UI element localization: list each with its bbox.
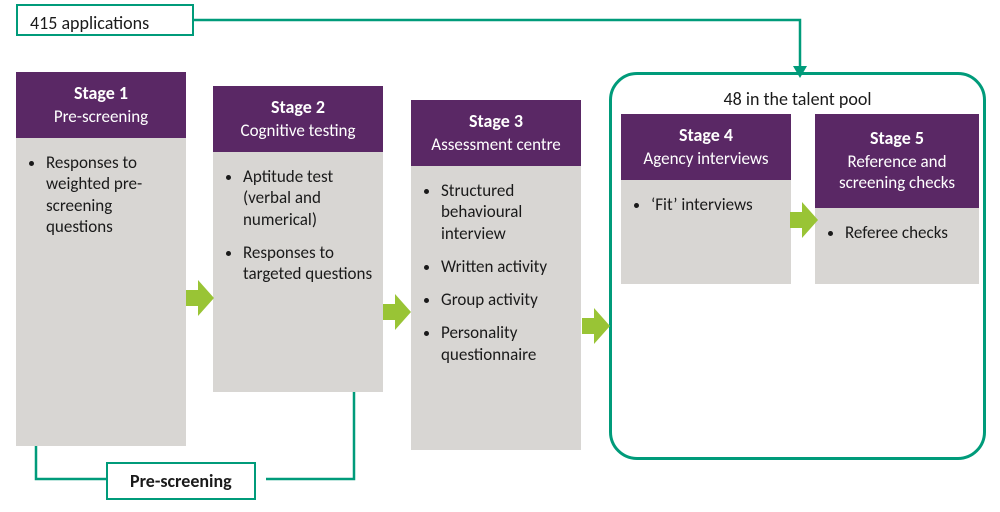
stage-item: Written activity [441, 256, 571, 277]
stage-item: Group activity [441, 289, 571, 310]
stage-num-3: Stage 3 [417, 110, 575, 132]
stage-items-5: Referee checks [839, 222, 969, 243]
applications-label: 415 applications [30, 12, 149, 34]
stage-num-4: Stage 4 [627, 124, 785, 146]
stage-items-1: Responses to weighted pre-screening ques… [40, 152, 176, 237]
stage-column-1: Stage 1Pre-screening Responses to weighte… [16, 72, 186, 446]
stage-body-1: Responses to weighted pre-screening ques… [16, 138, 186, 446]
stage-num-1: Stage 1 [22, 82, 180, 104]
stage-column-4: Stage 4Agency interviews ‘Fit’ interviews [621, 114, 791, 284]
flow-arrow-1 [186, 280, 214, 316]
stage-item: ‘Fit’ interviews [651, 194, 781, 215]
stage-title-1: Pre-screening [22, 106, 180, 127]
stage-title-2: Cognitive testing [219, 120, 377, 141]
stage-title-4: Agency interviews [627, 148, 785, 169]
stage-title-3: Assessment centre [417, 134, 575, 155]
stage-body-4: ‘Fit’ interviews [621, 180, 791, 284]
stage-column-2: Stage 2Cognitive testing Aptitude test (v… [213, 86, 383, 392]
stage-header-5: Stage 5Reference and screening checks [815, 114, 979, 208]
stage-num-2: Stage 2 [219, 96, 377, 118]
stage-header-3: Stage 3Assessment centre [411, 100, 581, 166]
stage-item: Personality questionnaire [441, 322, 571, 365]
flow-arrow-2 [383, 294, 411, 330]
stage-items-4: ‘Fit’ interviews [645, 194, 781, 215]
stage-item: Responses to weighted pre-screening ques… [46, 152, 176, 237]
stage-num-5: Stage 5 [821, 127, 973, 149]
stage-item: Aptitude test (verbal and numerical) [243, 166, 373, 230]
stage-item: Referee checks [845, 222, 969, 243]
flow-arrow-3 [582, 308, 610, 344]
connector-top-to-pool [194, 20, 800, 72]
stage-body-3: Structured behavioural interview Written … [411, 166, 581, 450]
talent-pool-label: 48 in the talent pool [609, 88, 986, 110]
stage-items-3: Structured behavioural interview Written … [435, 180, 571, 365]
applications-box: 415 applications [16, 4, 194, 36]
stage-body-5: Referee checks [815, 208, 979, 284]
pre-screening-bracket-label: Pre-screening [130, 470, 232, 492]
stage-column-5: Stage 5Reference and screening checksRef… [815, 114, 979, 284]
stage-column-3: Stage 3Assessment centre Structured behav… [411, 100, 581, 450]
stage-title-5: Reference and screening checks [821, 151, 973, 193]
flowchart-canvas: 415 applications 48 in the talent pool S… [0, 0, 1000, 512]
stage-header-4: Stage 4Agency interviews [621, 114, 791, 180]
flow-arrow-4 [790, 202, 818, 238]
pre-screening-bracket-box: Pre-screening [106, 462, 256, 500]
stage-header-2: Stage 2Cognitive testing [213, 86, 383, 152]
stage-item: Structured behavioural interview [441, 180, 571, 244]
stage-header-1: Stage 1Pre-screening [16, 72, 186, 138]
stage-items-2: Aptitude test (verbal and numerical) Resp… [237, 166, 373, 284]
stage-item: Responses to targeted questions [243, 242, 373, 285]
stage-body-2: Aptitude test (verbal and numerical) Resp… [213, 152, 383, 392]
